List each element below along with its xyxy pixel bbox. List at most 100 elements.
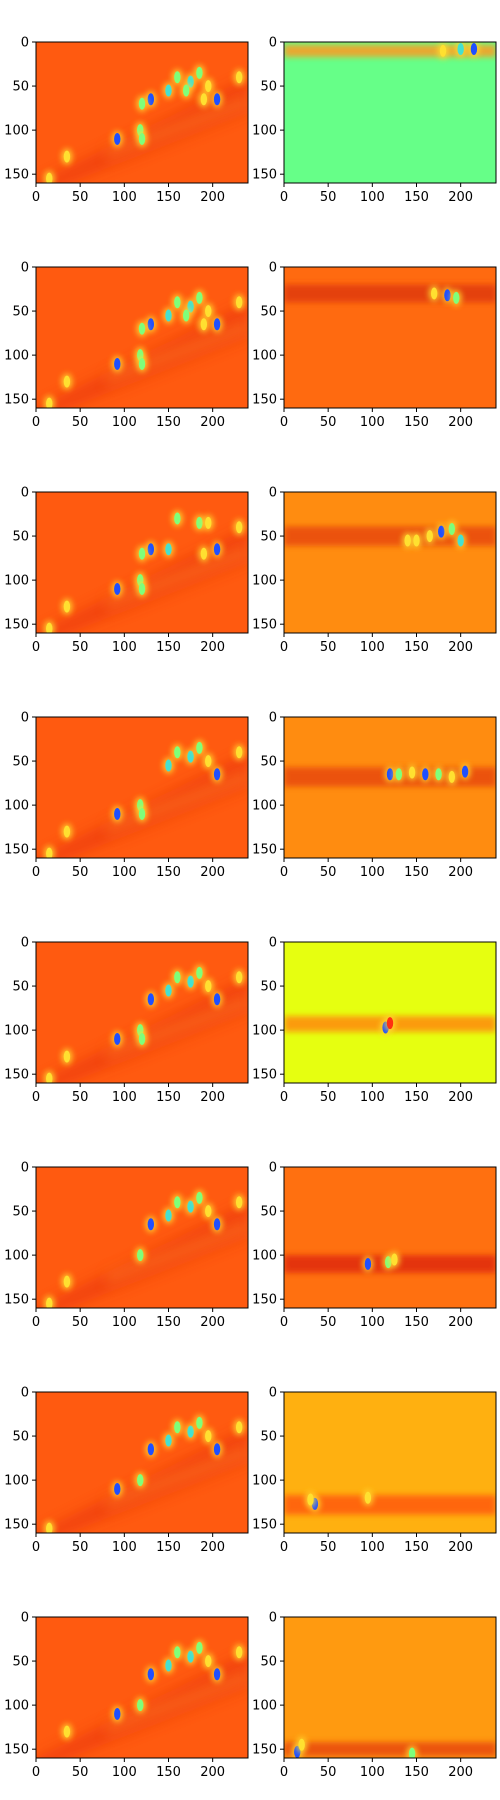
hotspot (174, 1646, 181, 1659)
hotspot (453, 291, 460, 304)
hotspot (205, 980, 212, 993)
axes-frame (283, 1391, 497, 1534)
x-tick-label: 100 (360, 1090, 385, 1105)
y-tick-label: 150 (252, 1743, 277, 1758)
hotspot (213, 93, 221, 106)
axes-frame (283, 41, 497, 184)
heatmap-panel: 0 50 100 150 200 0 50 100 150 (252, 1386, 497, 1555)
hotspot (196, 516, 203, 529)
y-tick-label: 150 (252, 843, 277, 858)
hotspot (137, 1474, 144, 1487)
hotspot (187, 1425, 194, 1438)
heatmap-panel: 0 50 100 150 200 0 50 100 150 (4, 1161, 249, 1330)
heatmap-image (36, 942, 248, 1083)
hotspot (165, 1659, 172, 1672)
x-tick-label: 0 (32, 415, 40, 430)
hotspot (147, 318, 155, 331)
hotspot (165, 309, 172, 322)
x-tick-label: 0 (280, 865, 288, 880)
axes-frame (35, 716, 249, 859)
x-tick-label: 50 (320, 865, 337, 880)
x-tick-label: 100 (112, 1540, 137, 1555)
x-tick-label: 150 (404, 415, 429, 430)
hotspot (235, 1646, 243, 1659)
hotspot (298, 1738, 305, 1751)
heatmap-panel: 0 50 100 150 200 0 50 100 150 (4, 486, 249, 655)
hotspot (213, 993, 221, 1006)
x-tick-label: 100 (360, 1765, 385, 1780)
y-tick-label: 100 (4, 1699, 29, 1714)
y-tick-label: 100 (4, 349, 29, 364)
heatmap-ridge (106, 1669, 248, 1736)
hotspot (386, 1017, 394, 1030)
heatmap-background (284, 942, 496, 1083)
x-tick-label: 150 (404, 190, 429, 205)
x-tick-label: 50 (72, 865, 89, 880)
hotspot (395, 768, 403, 781)
y-tick-label: 150 (4, 1743, 29, 1758)
x-tick-label: 50 (72, 415, 89, 430)
x-tick-label: 150 (404, 1765, 429, 1780)
y-tick-label: 0 (269, 711, 277, 726)
hotspot (138, 97, 146, 110)
heatmap-ridge (106, 1219, 248, 1286)
hotspot (138, 132, 146, 145)
heatmap-background (284, 1167, 496, 1308)
hotspot (235, 521, 243, 534)
y-tick-label: 0 (269, 261, 277, 276)
heatmap-panel: 0 50 100 150 200 0 50 100 150 (252, 1161, 497, 1330)
axes-frame (283, 941, 497, 1084)
x-tick-label: 200 (448, 1540, 473, 1555)
hotspot (138, 807, 146, 820)
heatmap-image (36, 267, 248, 408)
x-tick-label: 150 (404, 1090, 429, 1105)
axes-frame (35, 266, 249, 409)
x-tick-label: 200 (200, 415, 225, 430)
x-tick-label: 0 (280, 1315, 288, 1330)
y-tick-label: 0 (269, 486, 277, 501)
x-tick-label: 100 (112, 190, 137, 205)
heatmap-image (284, 267, 496, 408)
hotspot (205, 1655, 212, 1668)
y-tick-label: 100 (252, 1024, 277, 1039)
hotspot (404, 534, 411, 547)
hotspot (200, 93, 208, 106)
axes-frame (283, 1616, 497, 1759)
x-tick-label: 0 (280, 1540, 288, 1555)
hotspot (63, 150, 71, 163)
hotspot (448, 770, 456, 783)
heatmap-panel: 0 50 100 150 200 0 50 100 150 (4, 261, 249, 430)
hotspot (448, 523, 456, 536)
hotspot (63, 1275, 71, 1288)
x-tick-label: 200 (200, 1540, 225, 1555)
hotspot (147, 93, 155, 106)
hotspot (114, 357, 121, 370)
hotspot (174, 746, 181, 759)
hotspot (205, 755, 212, 768)
hotspot (147, 543, 155, 556)
hotspot (174, 71, 181, 84)
y-tick-label: 50 (12, 1430, 29, 1445)
axes-frame (35, 1391, 249, 1534)
y-tick-label: 50 (12, 530, 29, 545)
hotspot (205, 1205, 212, 1218)
heatmap-background (284, 717, 496, 858)
axes-frame (35, 941, 249, 1084)
x-tick-label: 200 (448, 1090, 473, 1105)
hotspot (165, 1209, 172, 1222)
hotspot (196, 1641, 203, 1654)
hotspot (364, 1491, 372, 1504)
x-tick-label: 0 (280, 190, 288, 205)
hotspot (430, 287, 438, 300)
x-tick-label: 0 (280, 1765, 288, 1780)
y-tick-label: 50 (12, 1655, 29, 1670)
hotspot (196, 1191, 203, 1204)
x-tick-label: 150 (156, 1090, 181, 1105)
y-tick-label: 100 (4, 799, 29, 814)
y-tick-label: 0 (21, 486, 29, 501)
heatmap-image (284, 492, 496, 633)
hotspot (364, 1257, 372, 1270)
x-tick-label: 50 (320, 190, 337, 205)
hotspot (147, 993, 155, 1006)
